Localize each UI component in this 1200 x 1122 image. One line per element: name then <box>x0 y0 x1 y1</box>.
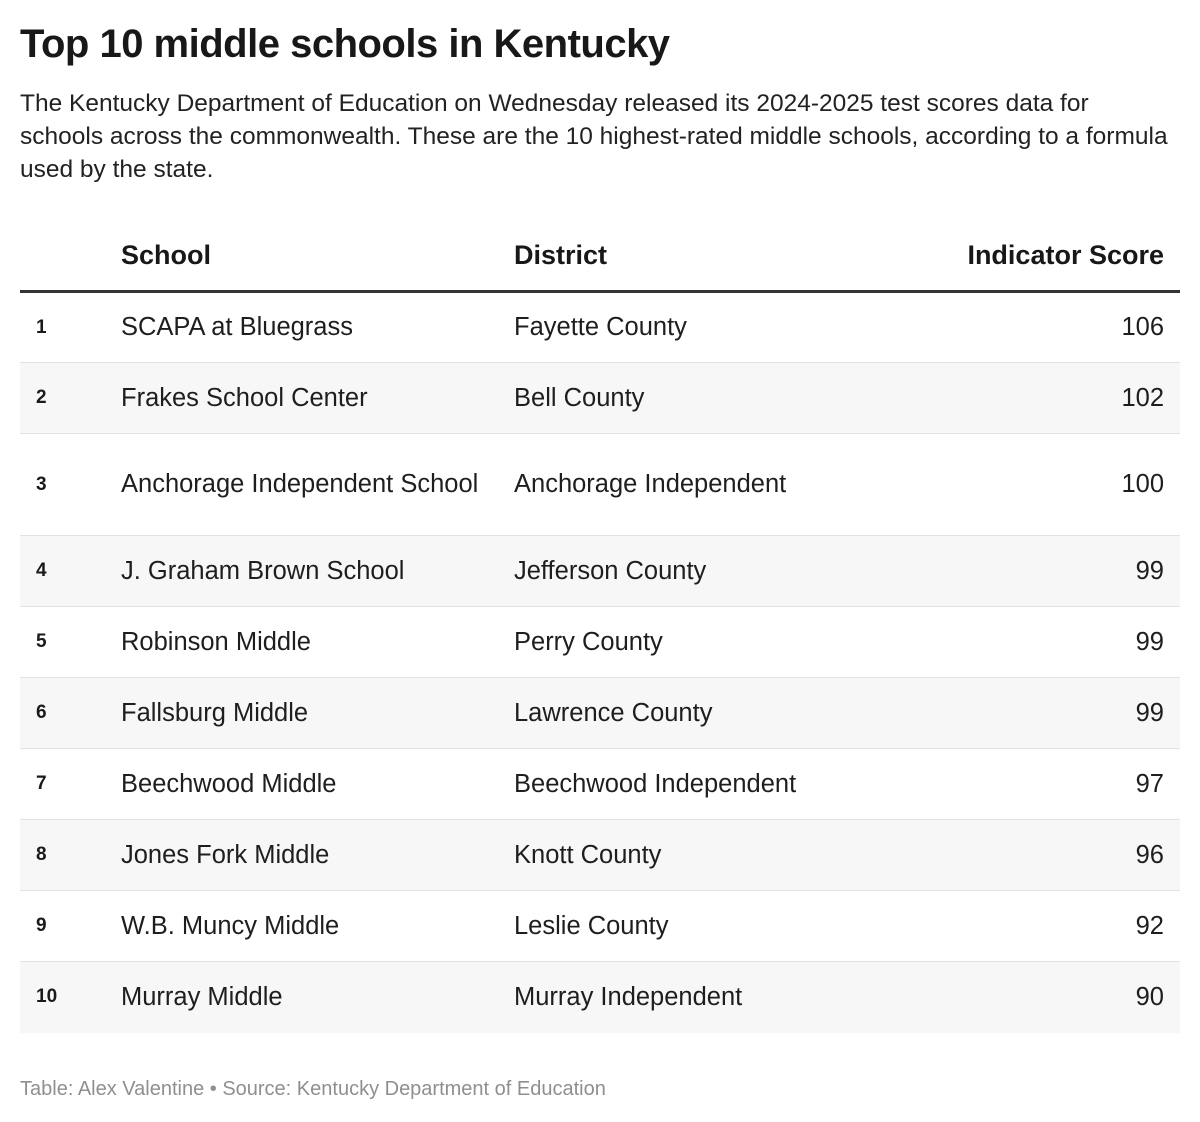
school-cell: Murray Middle <box>121 961 514 1033</box>
rank-cell: 8 <box>20 819 121 891</box>
school-cell: J. Graham Brown School <box>121 535 514 607</box>
district-cell: Jefferson County <box>514 535 903 607</box>
table-row: 7 Beechwood Middle Beechwood Independent 97 <box>20 748 1180 820</box>
page-subtitle: The Kentucky Department of Education on … <box>20 90 1168 183</box>
rank-cell: 6 <box>20 677 121 749</box>
school-cell: Beechwood Middle <box>121 748 514 820</box>
rank-cell: 3 <box>20 433 121 536</box>
schools-table: School District Indicator Score 1 SCAPA a… <box>20 220 1180 1033</box>
rank-cell: 7 <box>20 748 121 820</box>
rank-cell: 4 <box>20 535 121 607</box>
school-cell: W.B. Muncy Middle <box>121 890 514 962</box>
table-row: 4 J. Graham Brown School Jefferson County 9… <box>20 535 1180 607</box>
school-cell: Jones Fork Middle <box>121 819 514 891</box>
table-row: 5 Robinson Middle Perry County 99 <box>20 606 1180 678</box>
score-cell: 102 <box>903 362 1180 434</box>
district-cell: Bell County <box>514 362 903 434</box>
school-cell: Anchorage Independent School <box>121 433 514 536</box>
rank-cell: 1 <box>20 291 121 363</box>
district-cell: Perry County <box>514 606 903 678</box>
table-row: 8 Jones Fork Middle Knott County 96 <box>20 819 1180 891</box>
district-cell: Lawrence County <box>514 677 903 749</box>
table-row: 1 SCAPA at Bluegrass Fayette County 106 <box>20 291 1180 363</box>
rank-cell: 5 <box>20 606 121 678</box>
score-cell: 106 <box>903 291 1180 363</box>
score-cell: 99 <box>903 677 1180 749</box>
table-row: 3 Anchorage Independent School Anchorage I… <box>20 433 1180 536</box>
district-cell: Beechwood Independent <box>514 748 903 820</box>
district-cell: Leslie County <box>514 890 903 962</box>
rank-cell: 9 <box>20 890 121 962</box>
table-row: 6 Fallsburg Middle Lawrence County 99 <box>20 677 1180 749</box>
rank-cell: 10 <box>20 961 121 1033</box>
table-row: 9 W.B. Muncy Middle Leslie County 92 <box>20 890 1180 962</box>
school-cell: Robinson Middle <box>121 606 514 678</box>
column-header-school: School <box>121 220 514 293</box>
district-cell: Anchorage Independent <box>514 433 903 536</box>
page-title: Top 10 middle schools in Kentucky <box>20 22 670 66</box>
table-row: 2 Frakes School Center Bell County 102 <box>20 362 1180 434</box>
score-cell: 92 <box>903 890 1180 962</box>
source-footer: Table: Alex Valentine • Source: Kentucky… <box>20 1078 606 1100</box>
school-cell: Frakes School Center <box>121 362 514 434</box>
table-body: 1 SCAPA at Bluegrass Fayette County 106 2 Fra… <box>20 291 1180 1033</box>
school-cell: SCAPA at Bluegrass <box>121 291 514 363</box>
score-cell: 96 <box>903 819 1180 891</box>
table-row: 10 Murray Middle Murray Independent 90 <box>20 961 1180 1033</box>
column-header-score: Indicator Score <box>903 220 1180 293</box>
rank-cell: 2 <box>20 362 121 434</box>
column-header-district: District <box>514 220 903 293</box>
table-header-row: School District Indicator Score <box>20 220 1180 293</box>
score-cell: 99 <box>903 606 1180 678</box>
district-cell: Fayette County <box>514 291 903 363</box>
district-cell: Murray Independent <box>514 961 903 1033</box>
school-cell: Fallsburg Middle <box>121 677 514 749</box>
score-cell: 97 <box>903 748 1180 820</box>
district-cell: Knott County <box>514 819 903 891</box>
score-cell: 99 <box>903 535 1180 607</box>
column-header-rank <box>20 220 121 293</box>
score-cell: 100 <box>903 433 1180 536</box>
score-cell: 90 <box>903 961 1180 1033</box>
